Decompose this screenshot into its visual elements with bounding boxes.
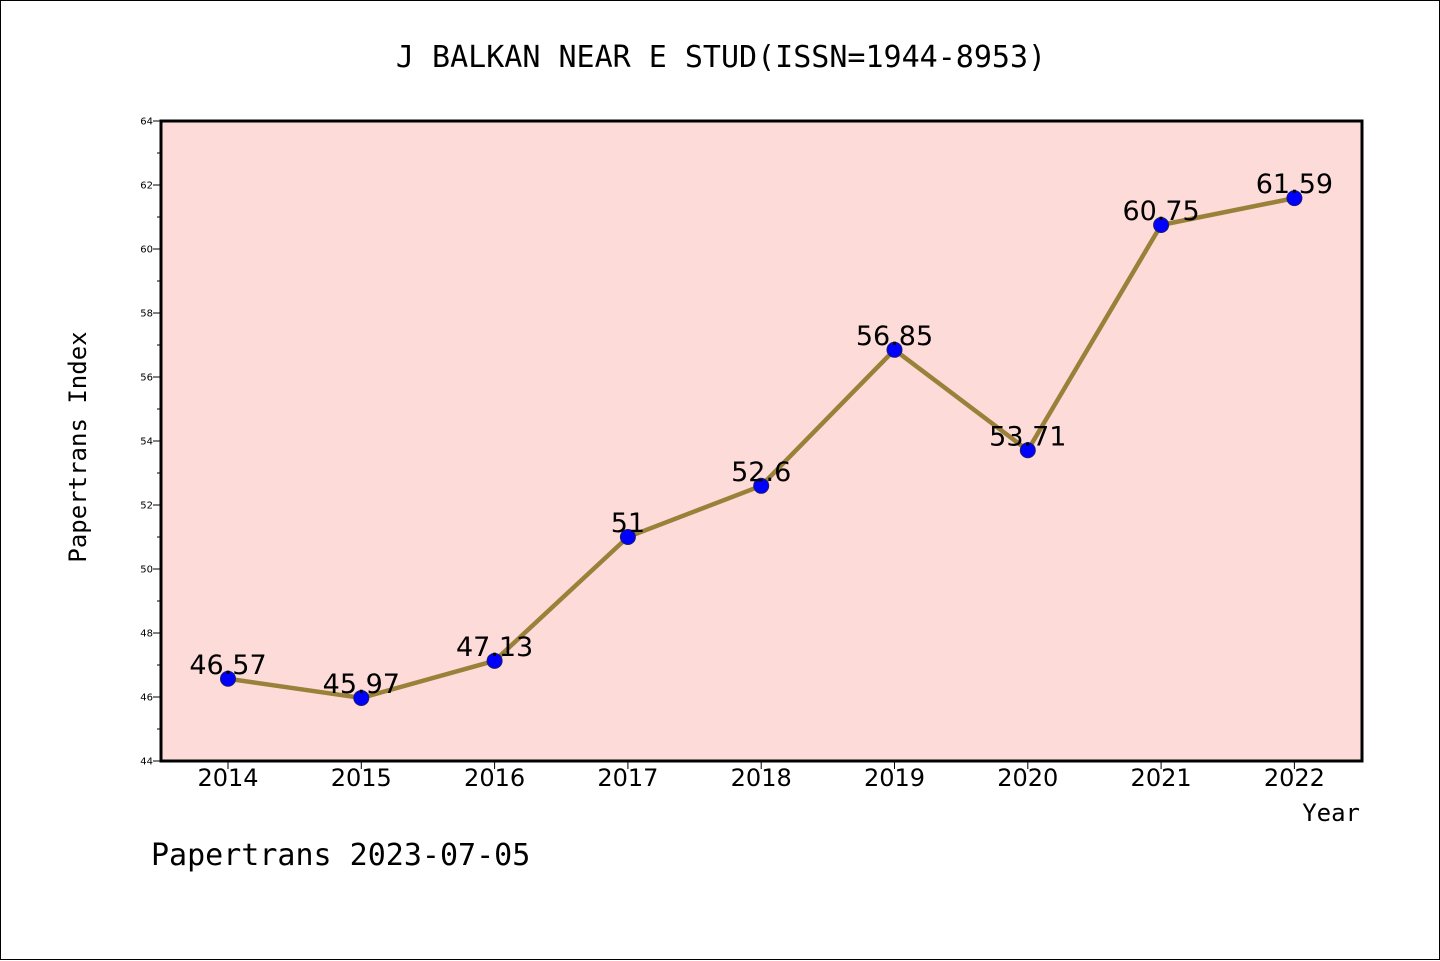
y-tick-label-58: 58 (140, 309, 153, 320)
data-label-2020: 53.71 (989, 421, 1066, 452)
data-point-2022 (1286, 190, 1303, 207)
data-point-2020 (1019, 442, 1036, 459)
x-tick-label-2015: 2015 (331, 764, 392, 792)
y-axis: 44 46 48 50 52 54 56 58 60 62 64 (140, 117, 161, 768)
x-tick-label-2019: 2019 (864, 764, 925, 792)
data-label-2019: 56.85 (856, 321, 933, 352)
data-label-2018: 52.6 (731, 457, 791, 488)
x-axis-label: Year (1302, 799, 1360, 827)
y-tick-label-44: 44 (140, 757, 153, 768)
y-tick-label-60: 60 (140, 245, 153, 256)
data-point-2015 (353, 689, 370, 706)
y-tick-label-50: 50 (140, 565, 153, 576)
x-tick-label-2018: 2018 (731, 764, 792, 792)
x-tick-label-2021: 2021 (1131, 764, 1192, 792)
y-tick-label-46: 46 (140, 693, 153, 704)
data-point-2014 (220, 670, 236, 687)
y-tick-label-52: 52 (140, 501, 153, 512)
data-point-2021 (1153, 217, 1170, 233)
data-label-2014: 46.57 (189, 650, 266, 681)
data-label-2022: 61.59 (1256, 169, 1333, 200)
data-point-2018 (753, 477, 770, 494)
data-label-group: 46.57 45.97 47.13 51 52.6 56.85 53.71 60.75 61.5… (189, 169, 1333, 700)
data-label-2021: 60.75 (1122, 196, 1199, 227)
data-marker-group (220, 190, 1303, 706)
x-axis: 2014 2015 2016 2017 2018 2019 2020 2021 2022 (197, 761, 1325, 792)
x-tick-label-2014: 2014 (197, 764, 258, 792)
x-tick-label-2016: 2016 (464, 764, 525, 792)
y-tick-label-64: 64 (140, 117, 153, 128)
data-label-2016: 47.13 (456, 632, 533, 663)
y-tick-label-62: 62 (140, 181, 153, 192)
plot-frame (159, 119, 1364, 763)
chart-title: J BALKAN NEAR E STUD(ISSN=1944-8953) (396, 40, 1046, 75)
y-tick-label-54: 54 (140, 437, 153, 448)
x-tick-label-2020: 2020 (997, 764, 1058, 792)
x-tick-label-2017: 2017 (597, 764, 658, 792)
data-label-2017: 51 (611, 508, 645, 539)
y-tick-label-48: 48 (140, 629, 153, 640)
y-tick-label-56: 56 (140, 373, 153, 384)
data-point-2019 (886, 341, 903, 358)
y-axis-label: Papertrans Index (64, 331, 92, 562)
data-label-2015: 45.97 (323, 669, 400, 700)
data-point-2017 (619, 529, 636, 545)
data-point-2016 (486, 652, 503, 669)
x-tick-label-2022: 2022 (1264, 764, 1325, 792)
footer-text: Papertrans 2023-07-05 (151, 838, 530, 873)
